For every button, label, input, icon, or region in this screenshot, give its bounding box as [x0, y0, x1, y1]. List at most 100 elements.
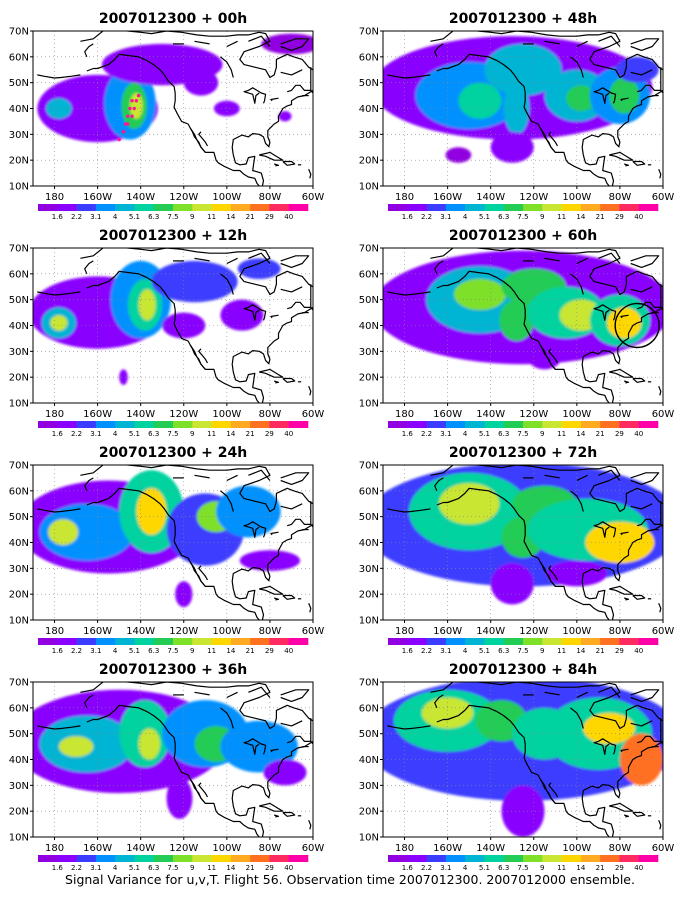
- coastline: [308, 385, 312, 396]
- colorbar-swatch: [445, 855, 466, 862]
- colorbar-label: 21: [596, 430, 605, 438]
- lon-tick-label: 140W: [476, 843, 505, 854]
- colorbar-label: 5.1: [129, 864, 140, 872]
- coastline: [436, 718, 448, 723]
- colorbar-label: 9: [190, 430, 194, 438]
- coastline: [609, 151, 634, 161]
- coastline: [430, 31, 663, 79]
- coastline: [434, 260, 444, 275]
- map-panel-p00: 2007012300 + 00h 70N 60N 50N 40N 30N 20N 10N 180…: [9, 11, 325, 221]
- colorbar-swatch: [600, 204, 620, 211]
- coastline: [243, 521, 267, 538]
- lon-tick-label: 80W: [259, 409, 282, 420]
- colorbar-label: 11: [207, 213, 216, 221]
- colorbar-label: 2.2: [71, 213, 82, 221]
- lat-tick-label: 70N: [359, 244, 379, 255]
- coastlines: [387, 465, 663, 620]
- lon-tick-label: 80W: [259, 626, 282, 637]
- colorbar-swatch: [230, 204, 251, 211]
- colorbar-label: 1.6: [402, 430, 414, 438]
- colorbar-label: 14: [226, 647, 235, 655]
- colorbar-label: 6.3: [498, 213, 509, 221]
- colorbar-swatch: [115, 855, 135, 862]
- map-panel-p24: 2007012300 + 24h 70N 60N 50N 40N 30N 20N 10N 180…: [9, 445, 325, 655]
- colorbar-swatch: [76, 638, 97, 645]
- colorbar-label: 3.1: [440, 430, 451, 438]
- colorbar-swatch: [211, 421, 232, 428]
- colorbar-swatch: [288, 638, 309, 645]
- coastline: [220, 56, 234, 78]
- lat-tick-label: 70N: [9, 27, 29, 38]
- colorbar-label: 6.3: [498, 430, 509, 438]
- colorbar-swatch: [445, 421, 466, 428]
- colorbar-swatch: [407, 421, 427, 428]
- colorbar-label: 2.2: [71, 430, 82, 438]
- coastline: [308, 168, 312, 179]
- coastlines: [37, 465, 313, 620]
- colorbar-label: 6.3: [148, 647, 159, 655]
- coastlines: [387, 31, 663, 186]
- coastline: [581, 306, 663, 403]
- coastline: [243, 738, 267, 755]
- colorbar-swatch: [638, 855, 659, 862]
- graticule: [383, 465, 663, 620]
- colorbar-swatch: [484, 204, 505, 211]
- coastline: [86, 284, 98, 289]
- colorbar-label: 11: [557, 864, 566, 872]
- coastline: [430, 682, 663, 730]
- lon-tick-label: 180: [395, 409, 414, 420]
- colorbar-label: 9: [190, 864, 194, 872]
- lon-tick-label: 100W: [562, 409, 591, 420]
- colorbar-swatch: [542, 204, 562, 211]
- coastline: [434, 43, 444, 58]
- colorbar-label: 6.3: [148, 213, 159, 221]
- flight-track-dot: [126, 114, 130, 118]
- colorbar-swatch: [230, 638, 251, 645]
- coastline: [37, 725, 81, 730]
- coastline: [280, 255, 310, 268]
- colorbar-label: 11: [207, 864, 216, 872]
- colorbar-label: 7.5: [517, 864, 528, 872]
- coastline: [624, 163, 630, 167]
- coastline: [37, 291, 81, 296]
- variance-field: [33, 470, 301, 608]
- colorbar-label: 2.2: [421, 213, 432, 221]
- lon-tick-label: 140W: [126, 192, 155, 203]
- colorbar-label: 4: [113, 430, 118, 438]
- lon-tick-label: 180: [45, 626, 64, 637]
- coastlines: [37, 31, 313, 186]
- colorbar-label: 11: [207, 647, 216, 655]
- colorbar-swatch: [192, 638, 212, 645]
- variance-blob: [499, 299, 534, 342]
- colorbar-swatch: [269, 421, 290, 428]
- panel-title: 2007012300 + 72h: [449, 445, 597, 461]
- coastline: [544, 40, 560, 45]
- colorbar: 1.6 2.2 3.1 4 5.1 6.3 7.5 9 11 14 21 29 40: [388, 204, 659, 221]
- variance-blob: [454, 279, 506, 310]
- lon-tick-label: 60W: [302, 626, 325, 637]
- colorbar-label: 7.5: [517, 647, 528, 655]
- colorbar-swatch: [580, 204, 601, 211]
- lon-tick-label: 100W: [562, 192, 591, 203]
- colorbar-label: 2.2: [421, 430, 432, 438]
- coastline: [632, 811, 646, 817]
- variance-blob: [138, 728, 161, 760]
- coastline: [436, 284, 448, 289]
- colorbar-label: 4: [463, 647, 468, 655]
- variance-blob: [490, 563, 534, 605]
- lat-tick-label: 70N: [359, 678, 379, 689]
- coastline: [259, 368, 284, 378]
- coastline: [593, 738, 617, 755]
- colorbar-label: 1.6: [402, 864, 414, 872]
- lat-tick-label: 20N: [359, 156, 379, 167]
- colorbar: 1.6 2.2 3.1 4 5.1 6.3 7.5 9 11 14 21 29 40: [38, 204, 309, 221]
- colorbar-label: 21: [596, 864, 605, 872]
- colorbar-label: 7.5: [517, 213, 528, 221]
- coastline: [593, 521, 617, 538]
- colorbar-swatch: [638, 421, 659, 428]
- lon-tick-label: 80W: [609, 626, 632, 637]
- coastline: [387, 725, 431, 730]
- variance-blob: [263, 759, 307, 786]
- colorbar-label: 7.5: [167, 430, 178, 438]
- flight-track-dot: [123, 122, 128, 126]
